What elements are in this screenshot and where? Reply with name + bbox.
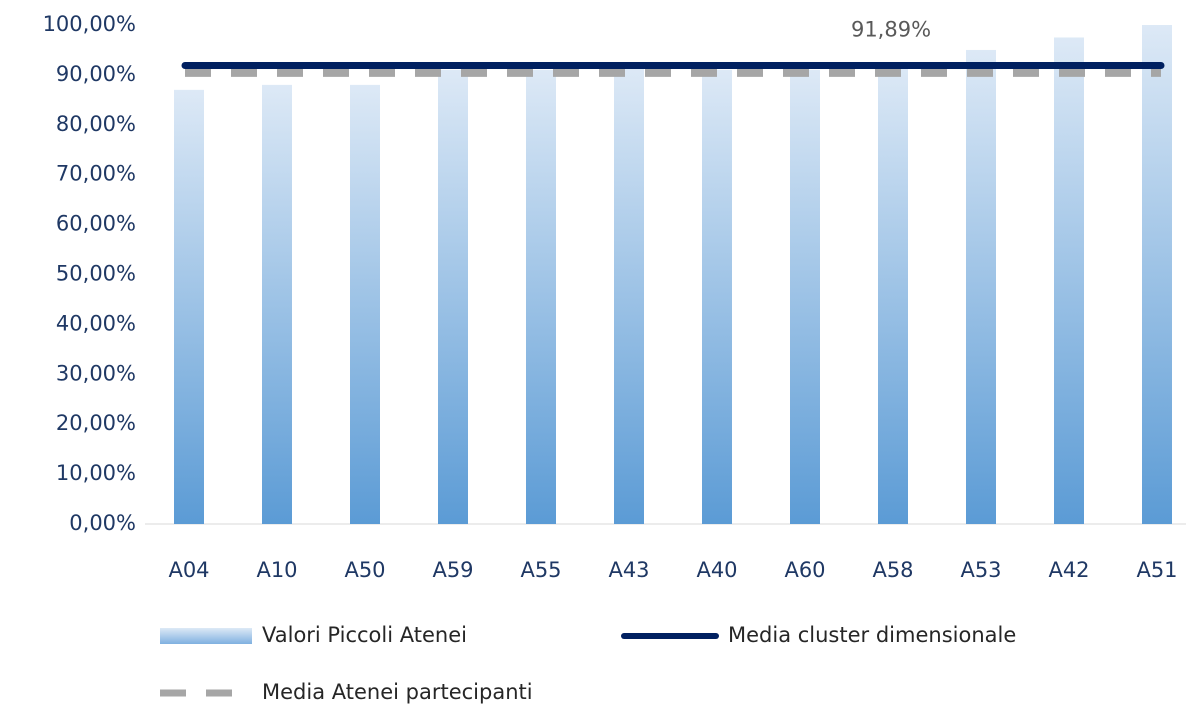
x-tick-label: A42 (1048, 558, 1089, 582)
legend-label: Media cluster dimensionale (728, 623, 1016, 647)
x-tick-label: A59 (432, 558, 473, 582)
bar (702, 69, 732, 524)
y-tick-label: 20,00% (56, 411, 136, 435)
x-tick-label: A04 (168, 558, 209, 582)
y-tick-label: 50,00% (56, 262, 136, 286)
y-tick-label: 40,00% (56, 311, 136, 335)
x-tick-label: A43 (608, 558, 649, 582)
bar (614, 67, 644, 524)
bar (526, 69, 556, 524)
bar (878, 64, 908, 525)
y-tick-label: 100,00% (43, 12, 136, 36)
x-tick-label: A55 (520, 558, 561, 582)
x-tick-label: A53 (960, 558, 1001, 582)
data-label: 91,89% (851, 17, 931, 41)
bar (438, 69, 468, 524)
bar (262, 84, 292, 524)
y-tick-label: 60,00% (56, 212, 136, 236)
x-tick-label: A58 (872, 558, 913, 582)
x-tick-label: A60 (784, 558, 825, 582)
bar (790, 69, 820, 524)
bar (1142, 25, 1172, 524)
bar (966, 49, 996, 524)
y-tick-label: 90,00% (56, 62, 136, 86)
y-tick-label: 70,00% (56, 162, 136, 186)
bar (350, 84, 380, 524)
x-tick-label: A50 (344, 558, 385, 582)
bar (174, 89, 204, 525)
bar (1054, 37, 1084, 524)
x-tick-label: A40 (696, 558, 737, 582)
y-tick-label: 0,00% (69, 511, 136, 535)
y-tick-label: 80,00% (56, 112, 136, 136)
y-tick-label: 10,00% (56, 461, 136, 485)
x-tick-label: A10 (256, 558, 297, 582)
legend-swatch (160, 628, 252, 644)
y-tick-label: 30,00% (56, 361, 136, 385)
x-tick-label: A51 (1136, 558, 1177, 582)
legend-label: Valori Piccoli Atenei (262, 623, 467, 647)
legend-label: Media Atenei partecipanti (262, 680, 533, 704)
